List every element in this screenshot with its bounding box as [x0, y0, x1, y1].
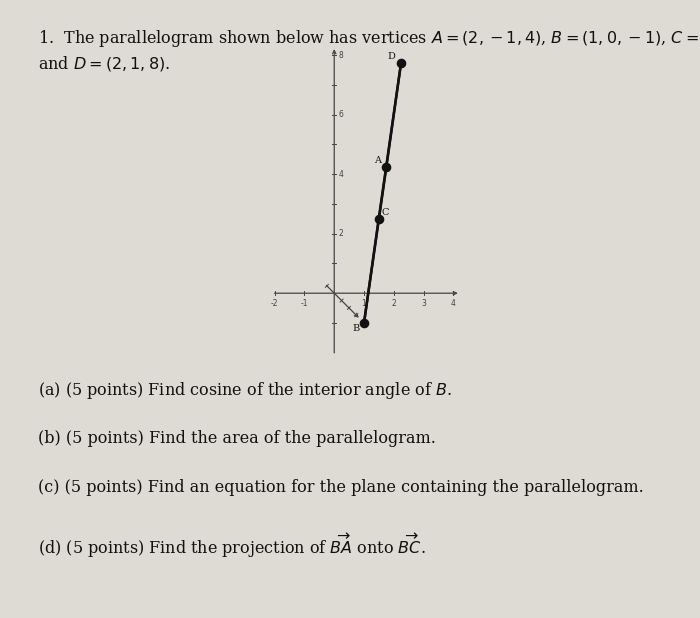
Text: A: A	[374, 156, 381, 166]
Point	[358, 318, 370, 328]
Text: and $D = (2,1,8)$.: and $D = (2,1,8)$.	[38, 54, 171, 74]
Text: 8: 8	[339, 51, 344, 60]
Text: 2: 2	[339, 229, 344, 238]
Text: 2: 2	[391, 299, 396, 308]
Text: (d) (5 points) Find the projection of $\overrightarrow{BA}$ onto $\overrightarro: (d) (5 points) Find the projection of $\…	[38, 531, 426, 560]
Text: C: C	[381, 208, 388, 217]
Point	[373, 214, 384, 224]
Text: B: B	[352, 324, 360, 334]
Text: (b) (5 points) Find the area of the parallelogram.: (b) (5 points) Find the area of the para…	[38, 430, 436, 447]
Text: D: D	[388, 52, 395, 61]
Text: -1: -1	[301, 299, 308, 308]
Point	[395, 57, 407, 67]
Text: (c) (5 points) Find an equation for the plane containing the parallelogram.: (c) (5 points) Find an equation for the …	[38, 479, 644, 496]
Text: 6: 6	[339, 110, 344, 119]
Text: 1.  The parallelogram shown below has vertices $A = (2,-1,4)$, $B = (1,0,-1)$, $: 1. The parallelogram shown below has ver…	[38, 28, 700, 49]
Text: (a) (5 points) Find cosine of the interior angle of $B$.: (a) (5 points) Find cosine of the interi…	[38, 380, 452, 401]
Text: 3: 3	[421, 299, 426, 308]
Text: 4: 4	[451, 299, 456, 308]
Text: -2: -2	[271, 299, 279, 308]
Point	[381, 162, 392, 172]
Text: 4: 4	[339, 170, 344, 179]
Text: 1: 1	[362, 299, 366, 308]
